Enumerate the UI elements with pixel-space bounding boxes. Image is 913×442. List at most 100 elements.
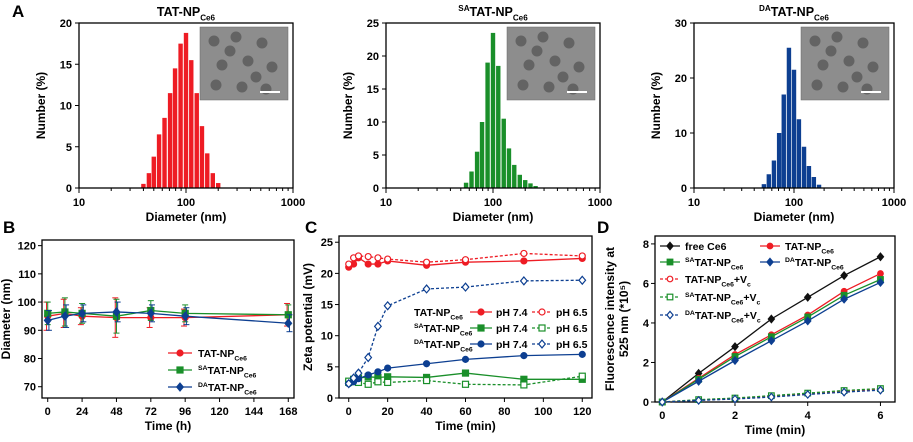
- data-point: [461, 380, 470, 388]
- plot-frame: [41, 239, 295, 399]
- x-tick-label: 72: [145, 406, 157, 418]
- data-point: [181, 311, 190, 322]
- data-point: [731, 394, 739, 404]
- histogram-bar: [766, 174, 772, 188]
- data-point: [731, 342, 739, 352]
- series-6: [344, 275, 587, 389]
- series-line: [348, 256, 583, 268]
- x-tick-label: 168: [279, 406, 297, 418]
- histogram-bar: [485, 62, 490, 188]
- nanoparticle-dot: [843, 55, 855, 67]
- nanoparticle-dot: [216, 59, 228, 71]
- y-axis-title: Number (%): [341, 72, 355, 139]
- legend-label: free Ce6: [685, 241, 727, 253]
- histogram-bar: [801, 146, 807, 188]
- data-point: [374, 260, 382, 268]
- histogram-bar: [496, 65, 501, 188]
- nanoparticle-dot: [208, 35, 220, 47]
- y-tick-label: 15: [321, 300, 333, 312]
- data-point: [43, 315, 52, 326]
- data-point: [354, 368, 363, 378]
- x-tick-label: 1000: [281, 197, 305, 209]
- histogram-bar: [781, 94, 786, 188]
- data-point: [461, 256, 470, 264]
- histogram-bar: [141, 183, 146, 188]
- data-point: [374, 378, 382, 386]
- legend-label: TAT-NPCe6: [785, 241, 834, 256]
- legend-label: TAT-NPCe6: [414, 307, 463, 322]
- data-point: [384, 364, 392, 372]
- series-7: [658, 385, 885, 407]
- data-point: [422, 360, 431, 368]
- y-tick-label: 5: [327, 362, 333, 374]
- legend-ph-label: pH 7.4: [496, 307, 528, 319]
- data-point: [374, 368, 382, 376]
- y-tick-label: 0: [66, 183, 72, 195]
- histogram-bar: [479, 122, 485, 188]
- data-point: [364, 252, 372, 261]
- legend-label: TAT-NPCe6: [198, 348, 247, 363]
- legend-marker: [766, 257, 774, 267]
- data-point: [694, 376, 703, 386]
- histogram-bar: [786, 47, 792, 188]
- y-tick-label: 100: [18, 297, 36, 309]
- nanoparticle-dot: [851, 71, 863, 83]
- series-3: DATAT-NPCe6: [43, 301, 293, 397]
- nanoparticle-dot: [817, 59, 829, 71]
- nanoparticle-dot: [230, 31, 242, 43]
- histogram-bar: [490, 32, 496, 189]
- data-point: [578, 275, 587, 286]
- y-tick-label: 70: [24, 382, 36, 394]
- legend-ph-label: pH 7.4: [496, 323, 528, 335]
- y-tick-label: 5: [66, 142, 72, 154]
- legend-label: SATAT-NPCe6: [414, 323, 473, 338]
- x-tick-label: 6: [877, 410, 883, 422]
- data-point: [44, 309, 52, 317]
- panel-letter: A: [12, 2, 24, 21]
- histogram-bar: [761, 184, 767, 188]
- histogram-bar: [162, 117, 167, 188]
- x-axis-title: Time (min): [435, 419, 495, 433]
- tem-image-inset: [199, 26, 289, 101]
- y-tick-label: 10: [675, 128, 687, 140]
- x-tick-label: 0: [346, 406, 352, 418]
- series-line: [348, 279, 583, 385]
- histogram-bar: [210, 173, 215, 188]
- data-point: [284, 318, 293, 329]
- y-tick-label: 25: [321, 237, 333, 249]
- legend-marker: [666, 241, 674, 251]
- data-point: [383, 300, 392, 311]
- x-tick-label: 144: [245, 406, 264, 418]
- histogram-bar: [178, 43, 183, 188]
- nanoparticle-dot: [537, 31, 549, 43]
- histogram-bar: [816, 184, 822, 188]
- nanoparticle-dot: [236, 81, 248, 93]
- x-tick-label: 20: [382, 406, 394, 418]
- data-point: [803, 292, 812, 302]
- x-tick-label: 96: [179, 406, 191, 418]
- nanoparticle-dot: [857, 37, 869, 49]
- nanoparticle-dot: [809, 35, 821, 47]
- data-point: [422, 258, 431, 266]
- histogram-bar: [474, 151, 480, 188]
- x-tick-label: 100: [785, 197, 803, 209]
- y-axis-title: Zeta potential (mV): [301, 263, 315, 371]
- series-2: [345, 249, 586, 268]
- nanoparticle-dot: [531, 45, 543, 57]
- legend-label: SATAT-NPCe6: [198, 365, 257, 380]
- histogram-bar: [463, 182, 469, 188]
- y-tick-label: 15: [367, 84, 379, 96]
- data-point: [349, 373, 358, 383]
- data-point: [520, 381, 528, 389]
- nanoparticle-dot: [266, 61, 278, 73]
- x-tick-label: 40: [420, 406, 432, 418]
- y-tick-label: 10: [321, 331, 333, 343]
- x-tick-label: 0: [45, 406, 51, 418]
- nanoparticle-dot: [210, 79, 222, 91]
- y-tick-label: 20: [675, 73, 687, 85]
- x-tick-label: 80: [498, 406, 510, 418]
- data-point: [373, 321, 383, 332]
- data-point: [731, 355, 739, 366]
- data-point: [384, 378, 392, 387]
